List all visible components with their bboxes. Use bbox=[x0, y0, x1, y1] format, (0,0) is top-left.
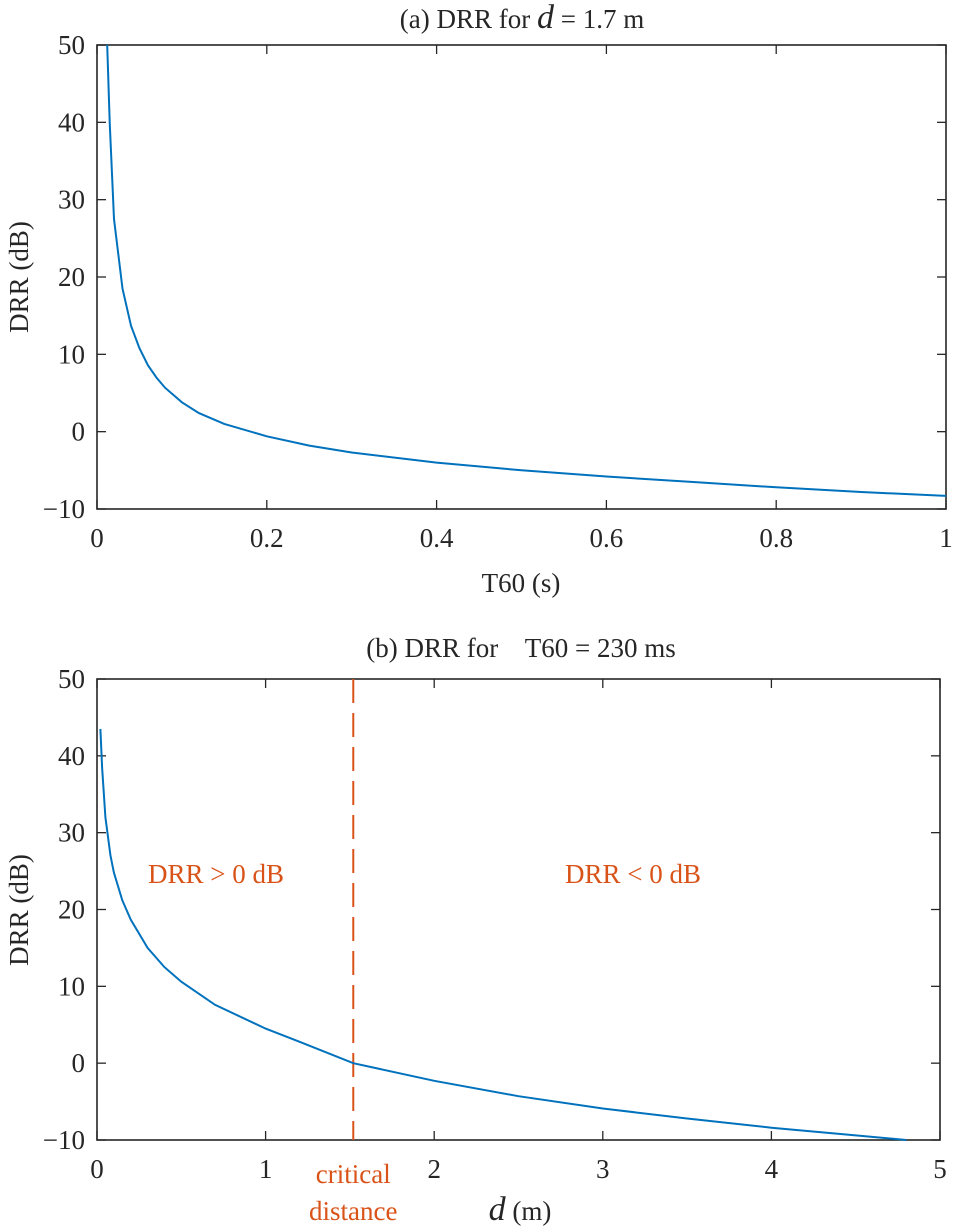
y-tick-label: −10 bbox=[43, 1125, 85, 1155]
y-tick-label: 40 bbox=[58, 107, 85, 137]
chart-a-series-line bbox=[106, 44, 947, 497]
y-tick-label: 0 bbox=[72, 1048, 86, 1078]
y-tick-label: 30 bbox=[58, 818, 85, 848]
chart-b-x-axis-label: d (m) bbox=[489, 1191, 552, 1226]
x-tick-label: 2 bbox=[427, 1154, 441, 1184]
x-tick-label: 3 bbox=[596, 1154, 610, 1184]
y-tick-label: 50 bbox=[58, 30, 85, 60]
chart-a-y-ticks: −10 0 10 20 30 40 50 bbox=[43, 30, 946, 524]
chart-a: (a) DRR for d = 1.7 m 0 0.2 0.4 0.6 0.8 1 −10… bbox=[4, 0, 953, 598]
x-tick-label: 0.8 bbox=[759, 523, 793, 553]
chart-a-plot-frame bbox=[96, 44, 947, 510]
x-tick-label: 0.6 bbox=[590, 523, 624, 553]
y-tick-label: 20 bbox=[58, 895, 85, 925]
x-tick-label: 4 bbox=[765, 1154, 779, 1184]
annotation-drr-positive: DRR > 0 dB bbox=[148, 859, 284, 889]
chart-b-y-ticks: −10 0 10 20 30 40 50 bbox=[43, 664, 940, 1155]
annotation-critical: critical bbox=[316, 1159, 391, 1189]
y-tick-label: 10 bbox=[58, 971, 85, 1001]
x-tick-label: 0.4 bbox=[420, 523, 454, 553]
y-tick-label: 10 bbox=[58, 339, 85, 369]
x-tick-label: 0 bbox=[90, 523, 104, 553]
y-tick-label: 40 bbox=[58, 741, 85, 771]
x-tick-label: 1 bbox=[939, 523, 953, 553]
chart-b-y-axis-label: DRR (dB) bbox=[4, 854, 34, 966]
chart-a-y-axis-label: DRR (dB) bbox=[4, 221, 34, 333]
y-tick-label: 50 bbox=[58, 664, 85, 694]
y-tick-label: 30 bbox=[58, 185, 85, 215]
annotation-drr-negative: DRR < 0 dB bbox=[565, 859, 701, 889]
x-tick-label: 0 bbox=[90, 1154, 104, 1184]
y-tick-label: 20 bbox=[58, 262, 85, 292]
chart-a-x-ticks: 0 0.2 0.4 0.6 0.8 1 bbox=[90, 45, 953, 553]
chart-a-x-axis-label: T60 (s) bbox=[482, 568, 561, 598]
chart-a-title: (a) DRR for d = 1.7 m bbox=[400, 0, 644, 36]
chart-b-x-ticks: 0 1 2 3 4 5 bbox=[90, 679, 947, 1184]
x-tick-label: 0.2 bbox=[250, 523, 284, 553]
chart-b-plot-frame bbox=[96, 678, 941, 1141]
chart-b-series-line bbox=[99, 728, 907, 1141]
y-tick-label: −10 bbox=[43, 494, 85, 524]
y-tick-label: 0 bbox=[72, 417, 86, 447]
chart-b-title: (b) DRR for T60 = 230 ms bbox=[366, 633, 675, 663]
annotation-distance: distance bbox=[309, 1196, 397, 1226]
x-tick-label: 1 bbox=[259, 1154, 273, 1184]
x-tick-label: 5 bbox=[933, 1154, 947, 1184]
